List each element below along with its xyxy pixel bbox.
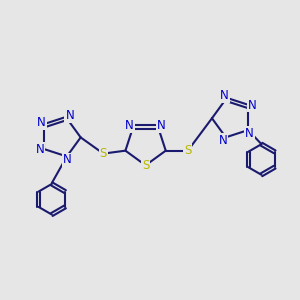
Text: S: S <box>142 159 149 172</box>
Text: N: N <box>36 143 44 156</box>
Text: N: N <box>220 89 229 102</box>
Text: N: N <box>125 119 134 132</box>
Text: N: N <box>248 98 257 112</box>
Text: S: S <box>100 147 107 160</box>
Text: N: N <box>245 127 254 140</box>
Text: N: N <box>157 119 166 132</box>
Text: N: N <box>37 116 46 129</box>
Text: N: N <box>218 134 227 147</box>
Text: N: N <box>65 109 74 122</box>
Text: N: N <box>62 154 71 166</box>
Text: S: S <box>184 144 191 157</box>
